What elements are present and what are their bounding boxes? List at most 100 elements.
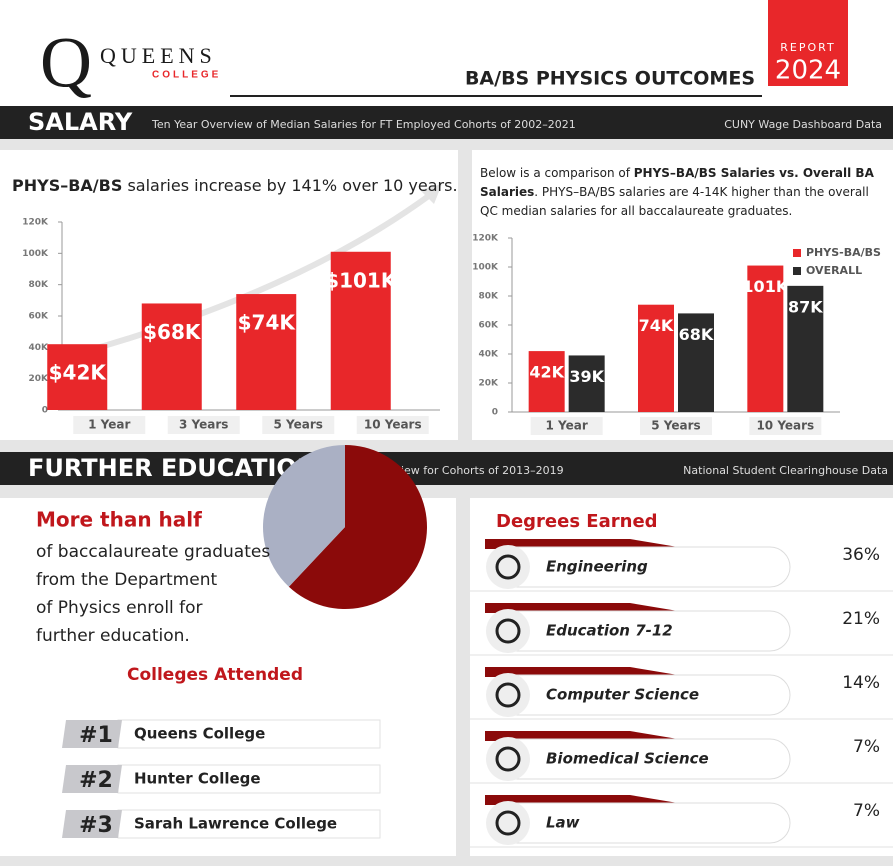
- college-name: Queens College: [134, 725, 265, 743]
- value-label: $42K: [49, 361, 108, 385]
- value-label: 87K: [788, 297, 823, 316]
- section-source: CUNY Wage Dashboard Data: [724, 118, 882, 131]
- value-label: $74K: [238, 311, 297, 335]
- section-subheading: Ten Year Overview of Median Salaries for…: [151, 118, 576, 131]
- degree-icon: [495, 746, 521, 772]
- x-tick-label: 10 Years: [364, 418, 422, 432]
- legend-swatch: [793, 267, 801, 275]
- rank: #1: [79, 723, 113, 748]
- degree-icon: [495, 554, 521, 580]
- bar: [678, 313, 714, 412]
- y-tick-label: 100K: [22, 249, 49, 259]
- report-box: [768, 0, 848, 86]
- desc-part: PHYS–BA/BS Salaries vs. Overall BA Salar…: [480, 166, 874, 199]
- x-label-bg: [356, 416, 429, 434]
- x-tick-label: 10 Years: [756, 419, 814, 433]
- section-subheading: Overview for Cohorts of 2013–2019: [368, 464, 564, 477]
- logo-sub: COLLEGE: [152, 70, 221, 81]
- bar: [47, 344, 108, 410]
- x-tick-label: 5 Years: [651, 419, 700, 433]
- desc-part: . PHYS–BA/BS salaries are 4-14K higher t…: [480, 185, 869, 218]
- degree-icon: [495, 810, 521, 836]
- bar: [330, 251, 391, 410]
- section-heading: SALARY: [28, 108, 133, 136]
- pie-slice: [288, 445, 427, 609]
- x-label-bg: [167, 416, 240, 434]
- x-label-bg: [749, 417, 822, 435]
- x-label-bg: [530, 417, 603, 435]
- y-tick-label: 100K: [472, 263, 499, 273]
- x-tick-label: 3 Years: [179, 418, 228, 432]
- y-tick-label: 60K: [29, 312, 50, 322]
- body-text: of Physics enroll for: [36, 598, 203, 618]
- college-name: Sarah Lawrence College: [134, 815, 337, 833]
- chart-title-rest: salaries increase by 141% over 10 years.: [122, 176, 458, 195]
- x-tick-label: 1 Year: [546, 419, 588, 433]
- college-box: [117, 764, 381, 794]
- report-label: REPORT: [780, 41, 835, 54]
- chart-title: PHYS–BA/BS salaries increase by 141% ove…: [12, 176, 458, 195]
- degree-icon: [495, 682, 521, 708]
- colleges-title: Colleges Attended: [127, 665, 303, 685]
- value-label: 101K: [742, 277, 788, 296]
- college-box: [117, 719, 381, 749]
- y-tick-label: 20K: [479, 379, 500, 389]
- y-tick-label: 120K: [472, 234, 499, 244]
- rank-tab: [62, 720, 122, 748]
- bar: [141, 303, 202, 410]
- logo-name: QUEENS: [100, 43, 217, 68]
- degree-name: Education 7-12: [546, 622, 673, 640]
- value-label: 74K: [639, 316, 674, 335]
- y-tick-label: 0: [42, 406, 48, 416]
- value-label: 42K: [529, 363, 564, 382]
- degree-share: 21%: [842, 609, 880, 629]
- pie-slice: [262, 445, 345, 587]
- degree-name: Law: [546, 814, 580, 832]
- degree-name: Computer Science: [546, 686, 699, 704]
- rank: #2: [79, 768, 113, 793]
- section-source: National Student Clearinghouse Data: [683, 464, 888, 477]
- y-tick-label: 40K: [29, 343, 50, 353]
- legend-label: PHYS-BA/BS: [806, 246, 881, 259]
- chart-description: Below is a comparison of PHYS–BA/BS Sala…: [480, 164, 880, 221]
- body-text: further education.: [36, 626, 190, 646]
- y-tick-label: 80K: [29, 280, 50, 290]
- y-tick-label: 60K: [479, 321, 500, 331]
- degree-name: Biomedical Science: [546, 750, 709, 768]
- degrees-title: Degrees Earned: [496, 511, 658, 532]
- x-label-bg: [73, 416, 146, 434]
- body-text: from the Department: [36, 570, 217, 590]
- x-tick-label: 5 Years: [274, 418, 323, 432]
- y-tick-label: 120K: [22, 218, 49, 228]
- degree-icon-bg: [486, 609, 530, 653]
- legend-swatch: [793, 249, 801, 257]
- bar: [747, 265, 784, 412]
- degree-share: 7%: [853, 737, 880, 757]
- degree-share: 14%: [842, 673, 880, 693]
- degree-share: 36%: [842, 545, 880, 565]
- section-heading: FURTHER EDUCATION: [28, 454, 317, 482]
- chart-title-bold: PHYS–BA/BS: [12, 176, 123, 195]
- degree-icon-bg: [486, 801, 530, 845]
- bar: [638, 304, 674, 412]
- rank-tab: [62, 765, 122, 793]
- bar: [568, 355, 605, 412]
- value-label: 39K: [569, 367, 604, 386]
- legend-label: OVERALL: [806, 264, 862, 277]
- degree-icon-bg: [486, 545, 530, 589]
- trend-arrow-head: [420, 184, 442, 204]
- bar: [236, 294, 297, 410]
- degree-icon-bg: [486, 737, 530, 781]
- college-name: Hunter College: [134, 770, 261, 788]
- body-text: of baccalaureate graduates: [36, 542, 270, 562]
- desc-part: Below is a comparison of: [480, 166, 634, 180]
- value-label: $68K: [143, 320, 202, 344]
- rank: #3: [79, 813, 113, 838]
- report-year: 2024: [775, 56, 841, 86]
- degree-icon: [495, 618, 521, 644]
- value-label: $101K: [325, 268, 398, 292]
- bar: [528, 351, 565, 412]
- x-label-bg: [262, 416, 335, 434]
